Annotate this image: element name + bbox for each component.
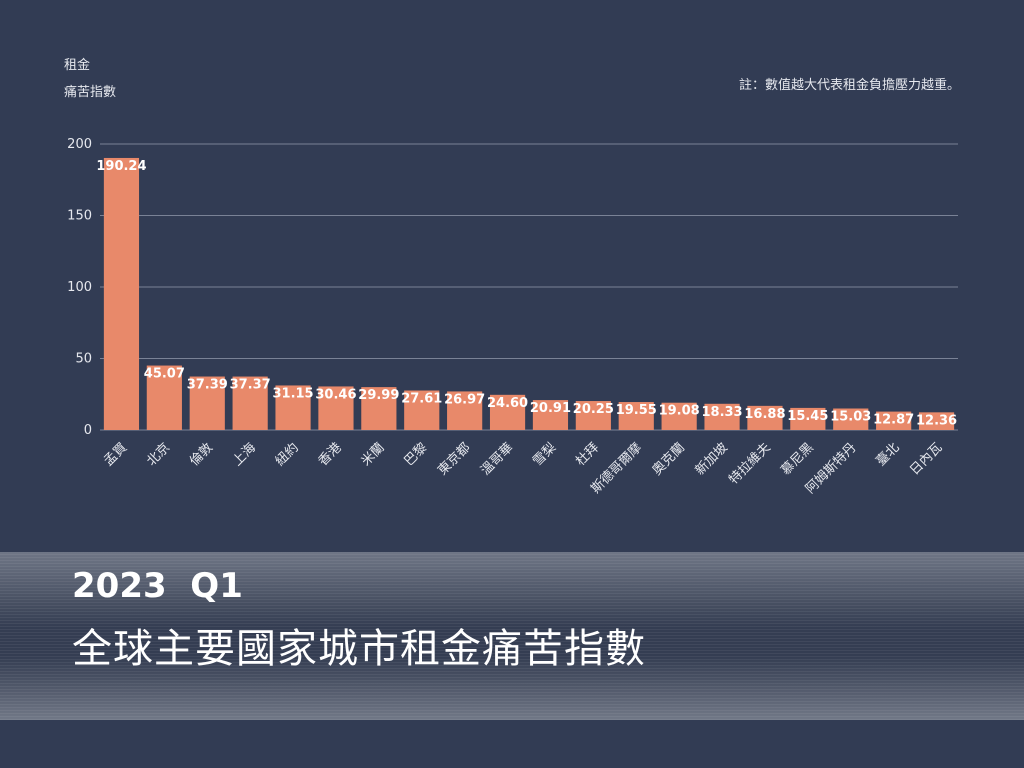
title-banner xyxy=(0,552,1024,720)
bar xyxy=(404,390,440,430)
value-label: 20.25 xyxy=(573,402,614,417)
bar xyxy=(532,400,569,430)
value-label: 27.61 xyxy=(401,392,442,407)
x-tick-label: 香港 xyxy=(316,440,345,469)
y-tick-label: 0 xyxy=(84,423,92,438)
value-label: 37.39 xyxy=(187,378,228,393)
bar xyxy=(790,407,826,430)
x-tick-label: 慕尼黑 xyxy=(778,440,816,478)
bar xyxy=(361,387,397,430)
value-label: 16.88 xyxy=(744,407,785,422)
value-label: 20.91 xyxy=(530,401,571,416)
value-label: 45.07 xyxy=(144,367,185,382)
x-tick-label: 日內瓦 xyxy=(907,440,945,478)
value-label: 29.99 xyxy=(358,388,399,403)
bar xyxy=(318,386,354,430)
value-label: 19.55 xyxy=(616,403,657,418)
value-label: 15.45 xyxy=(787,409,828,424)
bar xyxy=(575,401,611,430)
bar xyxy=(704,403,740,430)
note: 註：數值越大代表租金負擔壓力越重。 xyxy=(739,77,960,93)
value-label: 18.33 xyxy=(701,405,742,420)
x-tick-label: 米蘭 xyxy=(358,440,388,470)
x-tick-label: 紐約 xyxy=(273,440,302,469)
x-tick-label: 溫哥華 xyxy=(478,440,516,478)
x-tick-label: 北京 xyxy=(144,440,173,469)
value-label: 37.37 xyxy=(230,378,271,393)
value-label: 26.97 xyxy=(444,392,485,407)
value-label: 12.87 xyxy=(873,413,914,428)
bar xyxy=(232,376,268,430)
bar xyxy=(275,385,311,430)
x-tick-label: 孟買 xyxy=(101,440,130,469)
bar xyxy=(489,394,526,430)
x-tick-label: 杜拜 xyxy=(573,440,602,469)
value-label: 24.60 xyxy=(487,396,528,411)
bar xyxy=(189,376,225,430)
value-label: 190.24 xyxy=(96,159,146,174)
x-tick-label: 雪梨 xyxy=(530,440,559,469)
chart: 租金 痛苦指數 註：數值越大代表租金負擔壓力越重。 0 50 100 150 200 孟買… xyxy=(64,57,960,497)
y-tick-label: 50 xyxy=(75,352,92,367)
bar xyxy=(747,405,783,430)
x-tick-label: 東京都 xyxy=(435,440,474,479)
bar xyxy=(103,157,140,431)
bar xyxy=(146,365,182,430)
chart-subtitle: 2023 Q1 xyxy=(72,566,243,606)
chart-title: 全球主要國家城市租金痛苦指數 xyxy=(72,626,646,672)
x-tick-label: 巴黎 xyxy=(402,440,431,469)
value-label: 30.46 xyxy=(315,387,356,402)
x-tick-label: 臺北 xyxy=(873,440,902,469)
y-tick-label: 200 xyxy=(67,137,92,152)
x-tick-label: 倫敦 xyxy=(186,440,216,470)
x-tick-label: 特拉維夫 xyxy=(726,440,773,487)
x-tick-label: 上海 xyxy=(230,440,259,469)
y-axis-label: 痛苦指數 xyxy=(64,84,116,100)
value-label: 15.03 xyxy=(830,410,871,425)
value-label: 12.36 xyxy=(916,413,957,428)
x-tick-label: 奧克蘭 xyxy=(649,440,688,479)
y-axis-label: 租金 xyxy=(64,57,90,73)
value-label: 31.15 xyxy=(272,386,313,401)
bar xyxy=(618,402,654,430)
bar xyxy=(833,408,869,430)
y-tick-label: 100 xyxy=(67,280,92,295)
bar xyxy=(876,411,912,430)
value-label: 19.08 xyxy=(659,404,700,419)
x-tick-label: 新加坡 xyxy=(692,440,731,479)
bar xyxy=(918,412,955,430)
bar xyxy=(661,402,697,430)
bar xyxy=(447,391,483,430)
y-tick-label: 150 xyxy=(67,209,92,224)
